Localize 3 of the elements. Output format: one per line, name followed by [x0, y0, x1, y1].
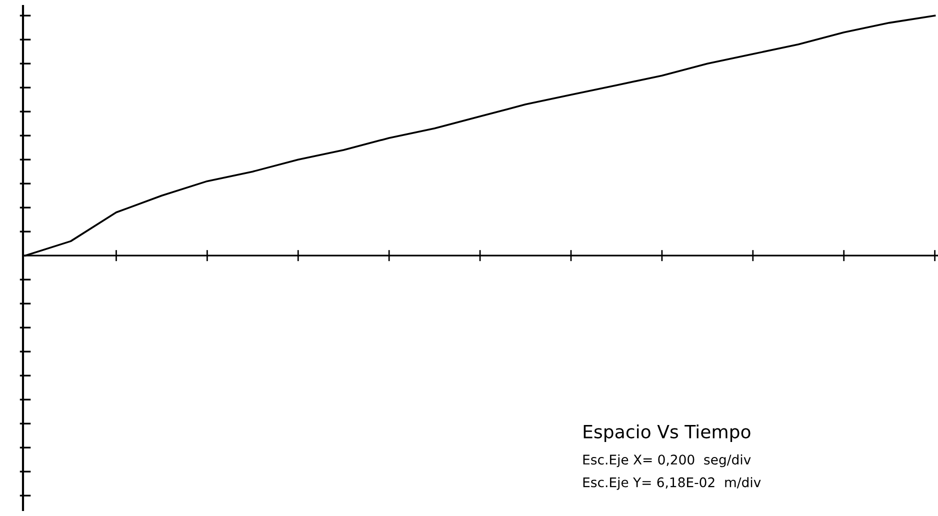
text: Esc.Eje Y= 6,18E-02 m/div	[583, 477, 761, 490]
text: Espacio Vs Tiempo	[584, 424, 750, 442]
text: Esc.Eje X= 0,200 seg/div	[583, 454, 751, 468]
